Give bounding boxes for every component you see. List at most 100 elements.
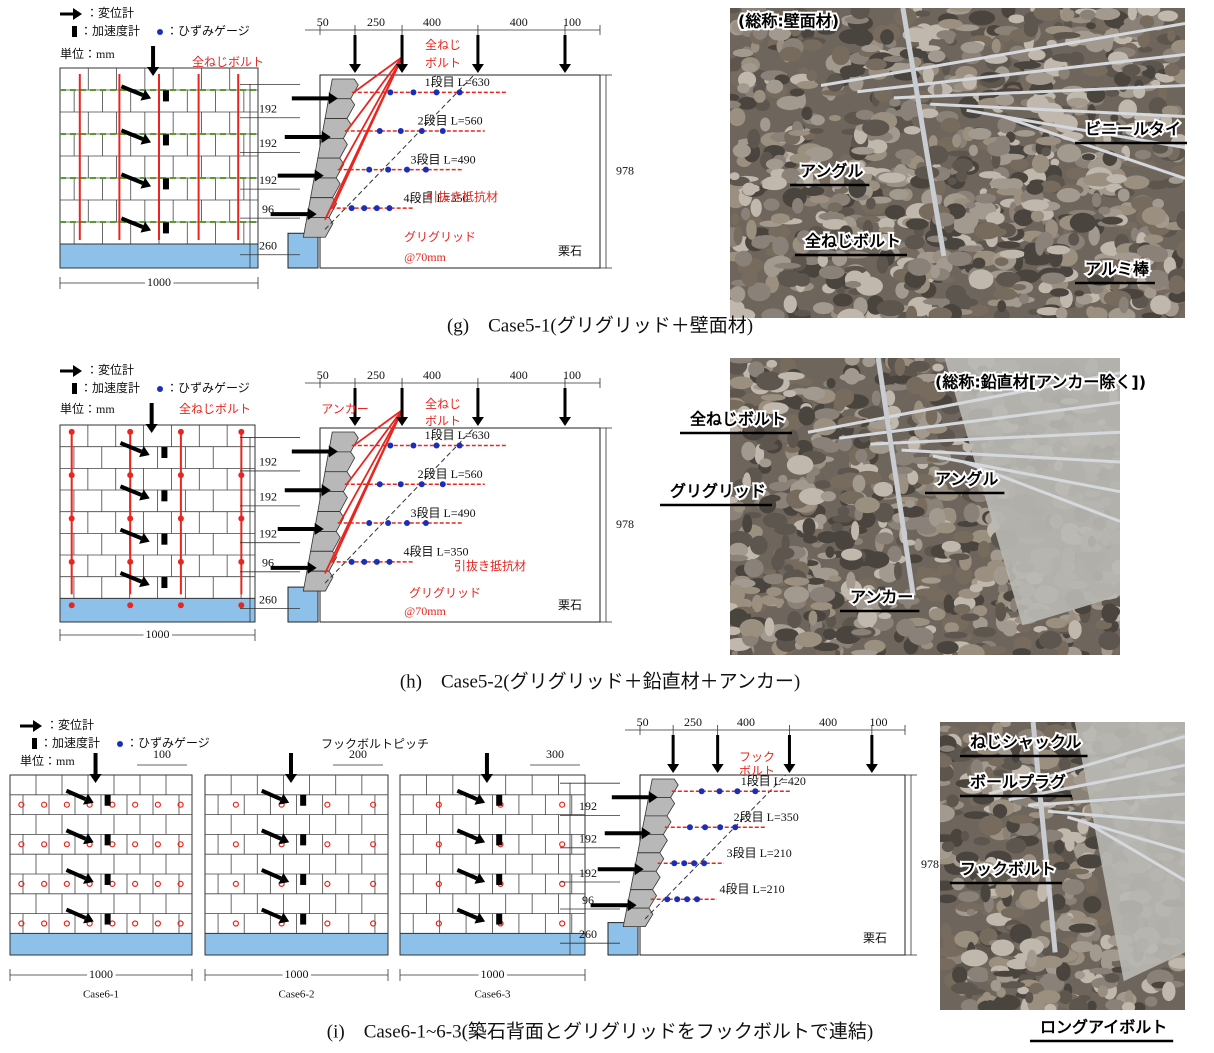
stone: [729, 376, 753, 389]
stone: [840, 65, 865, 77]
stone: [1041, 147, 1051, 156]
dim-label: 192: [579, 832, 597, 846]
strain-gauge: [377, 481, 383, 487]
stone: [761, 595, 777, 605]
stone: [742, 183, 756, 196]
stone: [978, 1000, 1001, 1014]
stone: [903, 100, 917, 118]
stone: [949, 553, 970, 560]
stone: [744, 636, 757, 643]
height-label: 978: [616, 163, 634, 177]
stone: [1162, 982, 1175, 1001]
stone: [1024, 19, 1038, 37]
stone: [995, 602, 1006, 621]
stone: [727, 555, 748, 562]
arrow-head: [349, 417, 361, 426]
dim-label: 96: [582, 893, 594, 907]
width-label: 1000: [147, 275, 171, 289]
photo-label: フックボルト: [960, 860, 1056, 879]
stone: [963, 299, 979, 307]
dim-label: 192: [259, 455, 277, 469]
stone: [952, 158, 973, 172]
stone: [803, 518, 816, 537]
strain-gauge: [349, 559, 355, 565]
stone: [937, 641, 959, 654]
stone: [1014, 209, 1034, 226]
accelerometer: [161, 577, 167, 588]
dim-label: 260: [259, 592, 277, 606]
stone: [965, 202, 976, 208]
layer-label: 3段目 L=490: [411, 151, 476, 166]
stone: [906, 306, 917, 323]
stone: [1118, 189, 1130, 202]
stone: [1031, 210, 1044, 222]
accelerometer: [161, 447, 167, 458]
accelerometer: [163, 90, 169, 101]
stone: [881, 384, 909, 390]
photo-label: グリグリッド: [670, 482, 766, 501]
strain-gauge: [385, 167, 391, 173]
stone: [751, 199, 762, 217]
stone: [784, 586, 809, 603]
stone: [1137, 0, 1160, 17]
stone: [952, 134, 961, 148]
stone: [1057, 144, 1081, 162]
stone: [1027, 950, 1037, 967]
stone: [938, 19, 962, 29]
stone: [1080, 10, 1096, 20]
stone: [915, 588, 942, 596]
stone: [1037, 830, 1063, 841]
stone: [967, 967, 988, 981]
stone: [742, 515, 752, 533]
strain-gauge: [366, 167, 372, 173]
bolt-dot: [238, 429, 244, 435]
stone: [930, 834, 956, 842]
stone: [720, 101, 741, 109]
stone: [829, 115, 841, 121]
stone: [988, 758, 1004, 767]
stone: [774, 523, 797, 535]
stone: [918, 567, 927, 576]
strain-gauge: [699, 788, 705, 794]
stone: [973, 837, 990, 845]
stone: [851, 650, 878, 657]
stone: [790, 88, 805, 96]
stone: [947, 251, 972, 266]
stone: [1062, 879, 1085, 895]
accelerometer: [300, 914, 306, 925]
stone: [761, 308, 784, 322]
stone: [1057, 188, 1081, 202]
stone: [841, 549, 862, 561]
stone: [887, 546, 901, 562]
stone: [1077, 854, 1104, 868]
stone: [1144, 235, 1164, 244]
dim-label: 100: [563, 15, 581, 29]
layer-label: 4段目 L=210: [720, 881, 785, 896]
stone: [1118, 99, 1137, 118]
stone: [744, 559, 764, 578]
stone: [961, 42, 984, 54]
stone: [1067, 98, 1088, 107]
stone: [983, 992, 991, 1001]
stone: [905, 235, 925, 250]
stone: [973, 627, 996, 637]
stone: [1070, 213, 1096, 233]
dim-label: 260: [579, 927, 597, 941]
wall-base: [205, 933, 388, 955]
stone: [827, 202, 842, 212]
strain-gauge: [717, 824, 723, 830]
stone: [940, 923, 951, 940]
stone: [878, 172, 905, 182]
stone: [896, 619, 915, 637]
stone: [942, 541, 961, 552]
stone: [914, 539, 922, 551]
stone: [1040, 272, 1065, 284]
stone: [937, 894, 956, 903]
stone: [809, 610, 818, 625]
stone: [777, 96, 804, 110]
stone: [904, 126, 921, 135]
stone: [845, 281, 861, 288]
stone: [741, 442, 756, 461]
stone: [916, 474, 934, 485]
stone: [766, 587, 782, 596]
